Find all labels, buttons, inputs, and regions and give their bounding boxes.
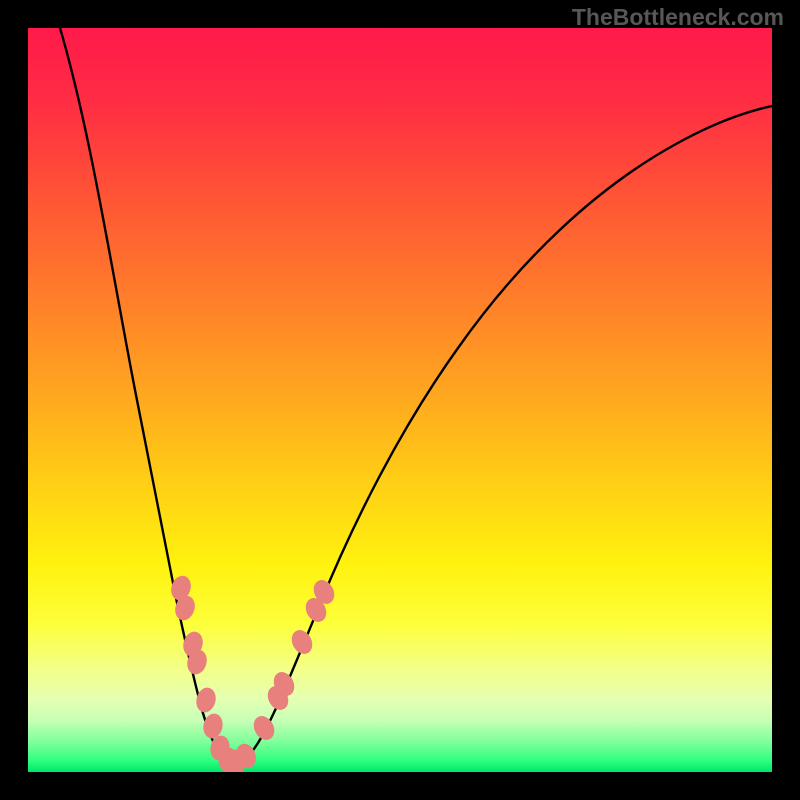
watermark-text: TheBottleneck.com xyxy=(572,4,784,31)
bottleneck-curve-chart xyxy=(0,0,800,800)
chart-plot-area xyxy=(28,28,772,772)
chart-frame: TheBottleneck.com xyxy=(0,0,800,800)
